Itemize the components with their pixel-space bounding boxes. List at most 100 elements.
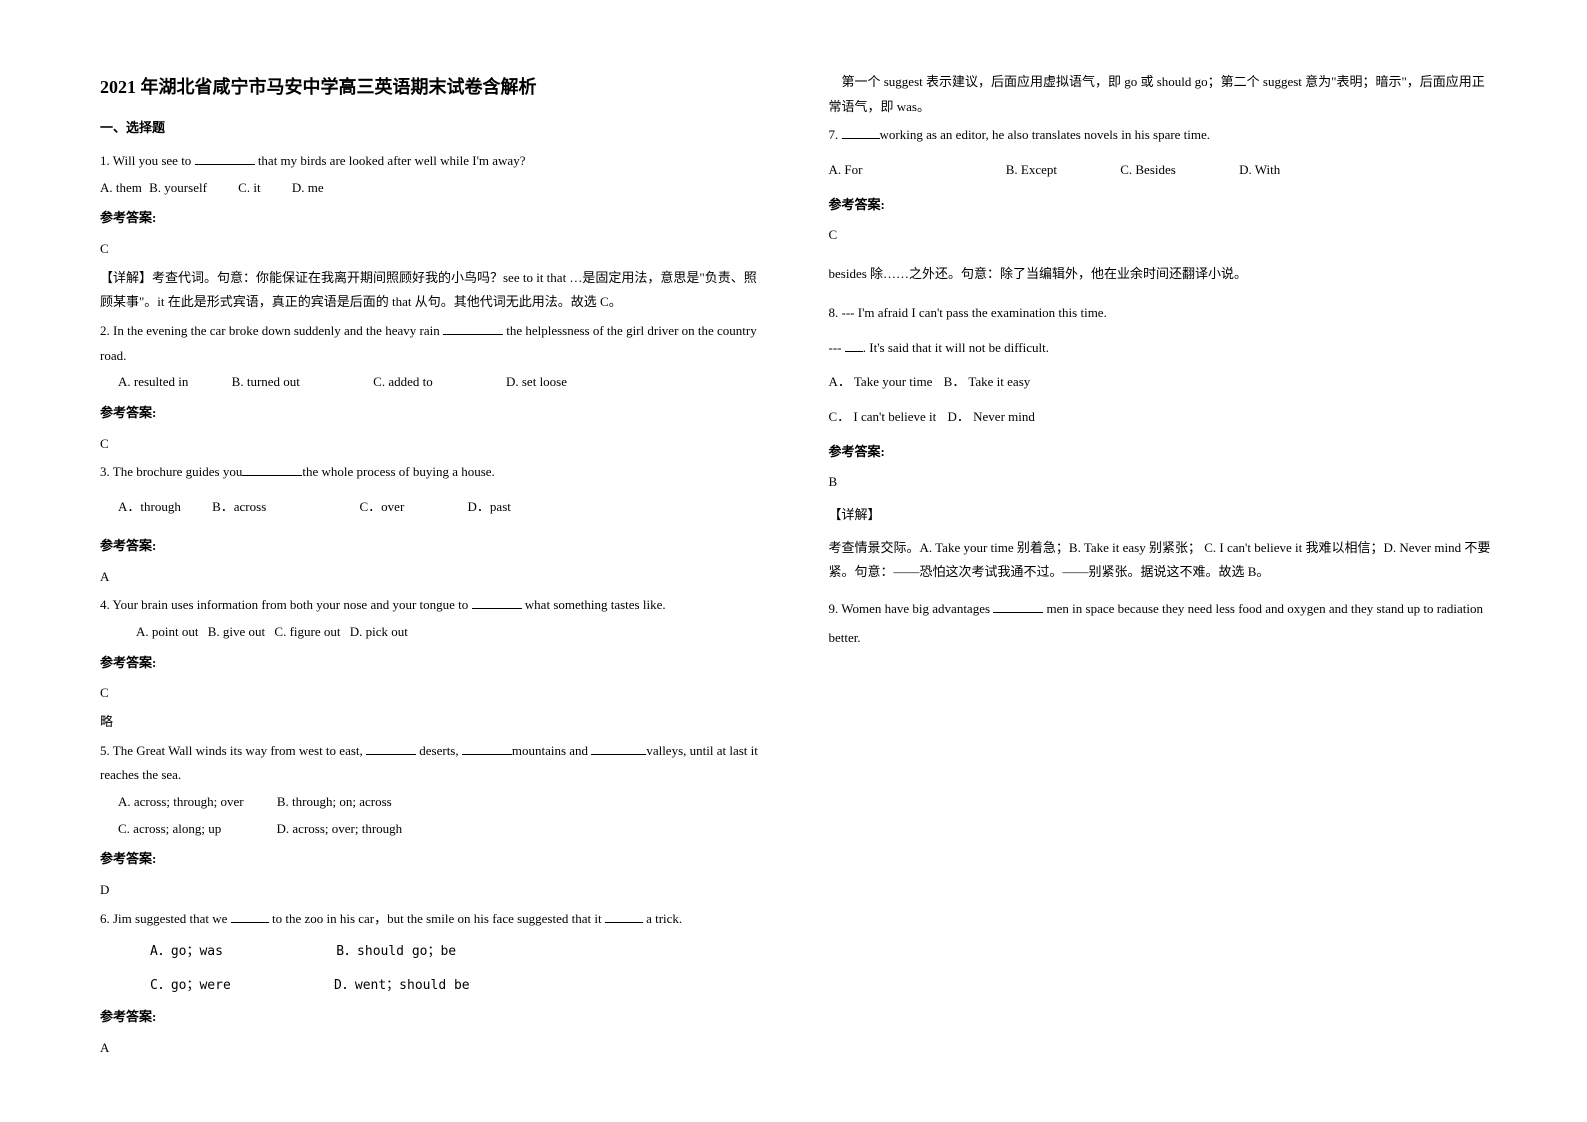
q6-text: 6. Jim suggested that we to the zoo in h…: [100, 907, 769, 932]
q7-answer: C: [829, 223, 1498, 248]
q2-text: 2. In the evening the car broke down sud…: [100, 319, 769, 368]
answer-label: 参考答案:: [100, 1005, 769, 1030]
q7-pre: 7.: [829, 127, 842, 142]
q4-optA: A. point out: [136, 620, 198, 645]
q4-optB: B. give out: [208, 620, 265, 645]
q8-line2-post: . It's said that it will not be difficul…: [863, 340, 1049, 355]
q4-options: A. point out B. give out C. figure out D…: [100, 620, 769, 645]
blank: [842, 126, 880, 139]
q7-optD: D. With: [1239, 158, 1280, 183]
q1-options: A. them B. yourself C. it D. me: [100, 176, 769, 201]
q4-text: 4. Your brain uses information from both…: [100, 593, 769, 618]
q3-optD: D．past: [468, 495, 511, 520]
q3-optC: C．over: [360, 495, 405, 520]
q3-post: the whole process of buying a house.: [302, 464, 494, 479]
q5-optA: A. across; through; over: [118, 790, 244, 815]
q1-optB: B. yourself: [149, 176, 207, 201]
q8-options-row1: A． Take your time B． Take it easy: [829, 370, 1498, 395]
q1-answer: C: [100, 237, 769, 262]
q7-text: 7. working as an editor, he also transla…: [829, 123, 1498, 148]
q8-optA: A． Take your time: [829, 370, 933, 395]
q1-optD: D. me: [292, 176, 324, 201]
q5-answer: D: [100, 878, 769, 903]
blank: [845, 339, 863, 352]
blank: [591, 742, 646, 755]
q7-optC: C. Besides: [1120, 158, 1176, 183]
blank: [472, 596, 522, 609]
q8-line1: 8. --- I'm afraid I can't pass the exami…: [829, 301, 1498, 326]
q1-text: 1. Will you see to that my birds are loo…: [100, 149, 769, 174]
q5-c: mountains and: [512, 743, 591, 758]
q3-text: 3. The brochure guides youthe whole proc…: [100, 460, 769, 485]
q2-options: A. resulted in B. turned out C. added to…: [100, 370, 769, 395]
q6-options-row2: C．go；were D．went；should be: [100, 973, 769, 999]
q3-optB: B．across: [212, 495, 266, 520]
explain-label: 【详解】: [829, 503, 1498, 528]
q6-options-row1: A．go；was B．should go；be: [100, 939, 769, 965]
q3-answer: A: [100, 565, 769, 590]
q6-optC: C．go；were: [150, 974, 231, 999]
q8-optC: C． I can't believe it: [829, 405, 937, 430]
answer-label: 参考答案:: [829, 193, 1498, 218]
blank: [605, 910, 643, 923]
q5-optB: B. through; on; across: [277, 790, 392, 815]
q8-answer: B: [829, 470, 1498, 495]
q7-optA: A. For: [829, 158, 863, 183]
q5-options-row2: C. across; along; up D. across; over; th…: [100, 817, 769, 842]
q7-explain: besides 除……之外还。句意：除了当编辑外，他在业余时间还翻译小说。: [829, 262, 1498, 287]
q5-optC: C. across; along; up: [118, 817, 221, 842]
answer-label: 参考答案:: [100, 401, 769, 426]
q8-optB: B． Take it easy: [944, 370, 1031, 395]
q5-b: deserts,: [416, 743, 462, 758]
q6-answer: A: [100, 1036, 769, 1061]
q9-pre: 9. Women have big advantages: [829, 601, 994, 616]
q1-post: that my birds are looked after well whil…: [255, 153, 526, 168]
section-heading: 一、选择题: [100, 116, 769, 141]
doc-title: 2021 年湖北省咸宁市马安中学高三英语期末试卷含解析: [100, 70, 769, 104]
q6-b: to the zoo in his car，but the smile on h…: [269, 911, 605, 926]
q8-line2-pre: ---: [829, 340, 845, 355]
q6-explain: 第一个 suggest 表示建议，后面应用虚拟语气，即 go 或 should …: [829, 70, 1498, 119]
q5-text: 5. The Great Wall winds its way from wes…: [100, 739, 769, 788]
q1-pre: 1. Will you see to: [100, 153, 195, 168]
q5-options-row1: A. across; through; over B. through; on;…: [100, 790, 769, 815]
q1-optC: C. it: [238, 176, 260, 201]
q6-c: a trick.: [643, 911, 682, 926]
q1-optA: A. them: [100, 176, 142, 201]
q6-optB: B．should go；be: [336, 940, 456, 965]
blank: [231, 910, 269, 923]
q8-explain: 考查情景交际。A. Take your time 别着急；B. Take it …: [829, 536, 1498, 585]
q4-optC: C. figure out: [274, 620, 340, 645]
blank: [195, 152, 255, 165]
q6-optD: D．went；should be: [334, 974, 470, 999]
q2-optA: A. resulted in: [118, 370, 188, 395]
q6-optA: A．go；was: [150, 940, 223, 965]
q4-optD: D. pick out: [350, 620, 408, 645]
q5-optD: D. across; over; through: [277, 817, 403, 842]
q8-line2: --- . It's said that it will not be diff…: [829, 336, 1498, 361]
blank: [366, 742, 416, 755]
answer-label: 参考答案:: [100, 847, 769, 872]
q2-pre: 2. In the evening the car broke down sud…: [100, 323, 443, 338]
q8-optD: D． Never mind: [948, 405, 1035, 430]
q4-post: what something tastes like.: [522, 597, 666, 612]
q7-options: A. For B. Except C. Besides D. With: [829, 158, 1498, 183]
blank: [462, 742, 512, 755]
q1-explain: 【详解】考查代词。句意：你能保证在我离开期间照顾好我的小鸟吗？see to it…: [100, 266, 769, 315]
blank: [443, 322, 503, 335]
answer-label: 参考答案:: [829, 440, 1498, 465]
answer-label: 参考答案:: [100, 206, 769, 231]
q2-answer: C: [100, 432, 769, 457]
q4-pre: 4. Your brain uses information from both…: [100, 597, 472, 612]
q2-optC: C. added to: [373, 370, 433, 395]
blank: [993, 600, 1043, 613]
q9-text: 9. Women have big advantages men in spac…: [829, 595, 1498, 652]
q3-options: A．through B．across C．over D．past: [100, 495, 769, 520]
q2-optD: D. set loose: [506, 370, 567, 395]
q3-optA: A．through: [118, 495, 181, 520]
q7-post: working as an editor, he also translates…: [880, 127, 1211, 142]
q4-omit: 略: [100, 710, 769, 735]
q5-a: 5. The Great Wall winds its way from wes…: [100, 743, 366, 758]
q6-a: 6. Jim suggested that we: [100, 911, 231, 926]
answer-label: 参考答案:: [100, 651, 769, 676]
